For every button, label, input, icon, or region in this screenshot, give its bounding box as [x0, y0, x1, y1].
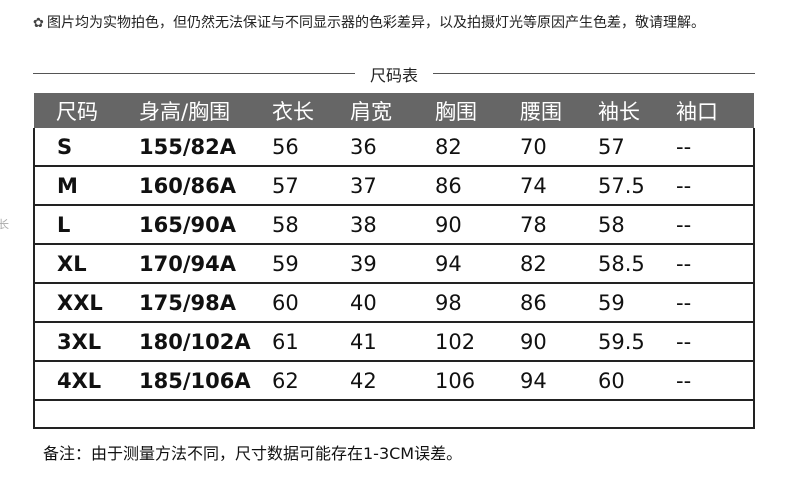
table-row: 4XL 185/106A 62 42 106 94 60 --	[34, 361, 754, 400]
table-cell: 106	[435, 368, 476, 393]
table-cell: 57.5	[598, 173, 645, 198]
table-cell: --	[676, 173, 692, 198]
table-cell: 40	[350, 290, 377, 315]
column-header: 肩宽	[350, 93, 435, 128]
note: 备注：由于测量方法不同，尺寸数据可能存在1-3CM误差。	[43, 444, 463, 463]
size-table: 尺码 身高/胸围 衣长 肩宽 胸围 腰围 袖长 袖口 S 155/82A 56 36 82 70 57 --…	[33, 93, 755, 429]
table-cell: M	[57, 173, 78, 198]
table-cell: 185/106A	[139, 368, 251, 393]
table-row: S 155/82A 56 36 82 70 57 --	[34, 128, 754, 166]
table-cell: L	[57, 212, 71, 237]
table-row: XXL 175/98A 60 40 98 86 59 --	[34, 283, 754, 322]
table-cell: 90	[520, 329, 547, 354]
table-cell: 59.5	[598, 329, 645, 354]
column-header: 腰围	[520, 93, 598, 128]
table-cell: S	[57, 134, 73, 159]
table-cell: XXL	[57, 290, 103, 315]
table-cell: 42	[350, 368, 377, 393]
table-cell: 74	[520, 173, 547, 198]
column-header: 衣长	[272, 93, 350, 128]
table-cell: 59	[598, 290, 625, 315]
table-cell: 37	[350, 173, 377, 198]
table-cell: 160/86A	[139, 173, 236, 198]
table-cell: --	[676, 134, 692, 159]
empty-row	[34, 400, 754, 428]
table-cell: 58.5	[598, 251, 645, 276]
table-cell: 102	[435, 329, 476, 354]
divider-right	[433, 73, 755, 74]
table-cell: 170/94A	[139, 251, 236, 276]
table-cell: --	[676, 368, 692, 393]
table-cell: 3XL	[57, 329, 102, 354]
stray-text: 长	[0, 218, 9, 231]
table-cell: 78	[520, 212, 547, 237]
table-cell: 58	[598, 212, 625, 237]
table-cell: 61	[272, 329, 299, 354]
table-cell: --	[676, 212, 692, 237]
table-row: XL 170/94A 59 39 94 82 58.5 --	[34, 244, 754, 283]
notice: ✿ 图片均为实物拍色，但仍然无法保证与不同显示器的色彩差异，以及拍摄灯光等原因产生…	[33, 12, 705, 32]
flower-icon: ✿	[33, 16, 44, 31]
table-cell: 60	[598, 368, 625, 393]
table-cell: 155/82A	[139, 134, 236, 159]
table-cell: --	[676, 329, 692, 354]
table-cell: 82	[435, 134, 462, 159]
table-cell: 41	[350, 329, 377, 354]
table-cell: --	[676, 290, 692, 315]
table-cell: --	[676, 251, 692, 276]
table-cell: 39	[350, 251, 377, 276]
column-header: 胸围	[435, 93, 520, 128]
table-cell: 58	[272, 212, 299, 237]
column-header: 袖口	[676, 93, 754, 128]
table-cell: 175/98A	[139, 290, 236, 315]
table-cell: 59	[272, 251, 299, 276]
table-row: 3XL 180/102A 61 41 102 90 59.5 --	[34, 322, 754, 361]
size-chart-title: 尺码表	[33, 62, 755, 85]
table-cell: 82	[520, 251, 547, 276]
table-cell: 86	[435, 173, 462, 198]
table-cell: 56	[272, 134, 299, 159]
table-cell: 60	[272, 290, 299, 315]
table-row: M 160/86A 57 37 86 74 57.5 --	[34, 166, 754, 205]
table-cell: 94	[435, 251, 462, 276]
table-cell: 57	[272, 173, 299, 198]
title: 尺码表	[369, 66, 418, 85]
table-cell: 36	[350, 134, 377, 159]
table-cell: 62	[272, 368, 299, 393]
table-cell: 86	[520, 290, 547, 315]
notice-text: 图片均为实物拍色，但仍然无法保证与不同显示器的色彩差异，以及拍摄灯光等原因产生色…	[47, 15, 705, 31]
table-cell: 90	[435, 212, 462, 237]
table-cell: 38	[350, 212, 377, 237]
table-cell: 57	[598, 134, 625, 159]
column-header: 身高/胸围	[139, 93, 272, 128]
divider-left	[33, 73, 355, 74]
table-cell: 165/90A	[139, 212, 236, 237]
table-cell: XL	[57, 251, 87, 276]
empty-cell	[34, 400, 754, 428]
table-cell: 94	[520, 368, 547, 393]
column-header: 袖长	[598, 93, 676, 128]
table-cell: 98	[435, 290, 462, 315]
table-cell: 180/102A	[139, 329, 251, 354]
table-cell: 4XL	[57, 368, 102, 393]
table-cell: 70	[520, 134, 547, 159]
table-row: L 165/90A 58 38 90 78 58 --	[34, 205, 754, 244]
column-header: 尺码	[34, 93, 139, 128]
table-header: 尺码 身高/胸围 衣长 肩宽 胸围 腰围 袖长 袖口	[34, 93, 754, 128]
